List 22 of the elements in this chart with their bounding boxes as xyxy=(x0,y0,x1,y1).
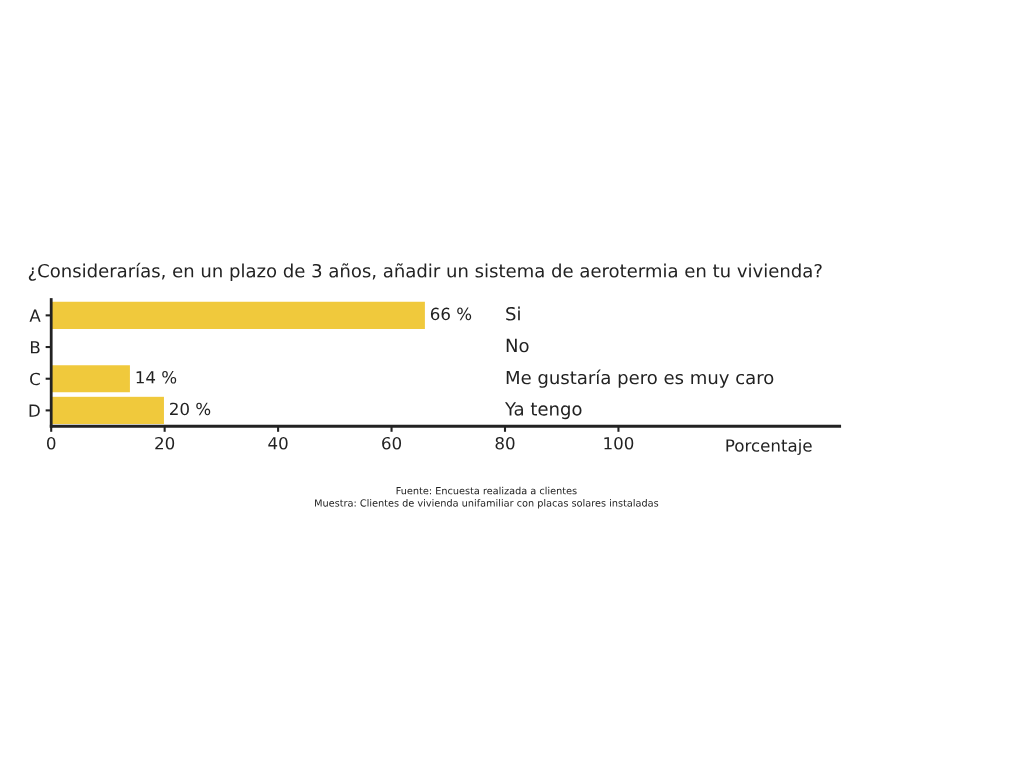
y-tick-label: A xyxy=(29,309,41,322)
x-tick-label: 100 xyxy=(604,436,634,450)
annotation: No xyxy=(506,338,529,353)
source-note: Fuente: Encuesta realizada a clientes xyxy=(396,486,577,495)
data-label: 66 % xyxy=(430,307,472,321)
x-axis-title: Porcentaje xyxy=(726,438,812,456)
x-tick-label: 0 xyxy=(47,436,56,450)
y-tick-label: C xyxy=(30,372,40,386)
x-tick-label: 20 xyxy=(155,436,175,450)
y-tick-label: B xyxy=(30,341,40,354)
text: Muestra: Clientes de vivienda unifamiliar con placas solares instaladas xyxy=(315,499,659,509)
bar xyxy=(51,300,427,331)
data-label: 14 % xyxy=(136,370,177,384)
annotation: Ya tengo xyxy=(504,402,582,420)
annotation: Me gustaría pero es muy caro xyxy=(506,369,774,388)
x-tick-label: 80 xyxy=(495,436,515,450)
chart-title: ¿Considerarías, en un plazo de 3 años, añadir un sistema de aerotermia en tu vivienda? xyxy=(28,262,822,282)
data-label: 20 % xyxy=(170,402,211,416)
x-tick-label: 40 xyxy=(268,436,288,450)
x-tick-label: 60 xyxy=(382,436,402,450)
annotation: Si xyxy=(506,306,520,321)
y-tick-label: D xyxy=(29,404,40,417)
